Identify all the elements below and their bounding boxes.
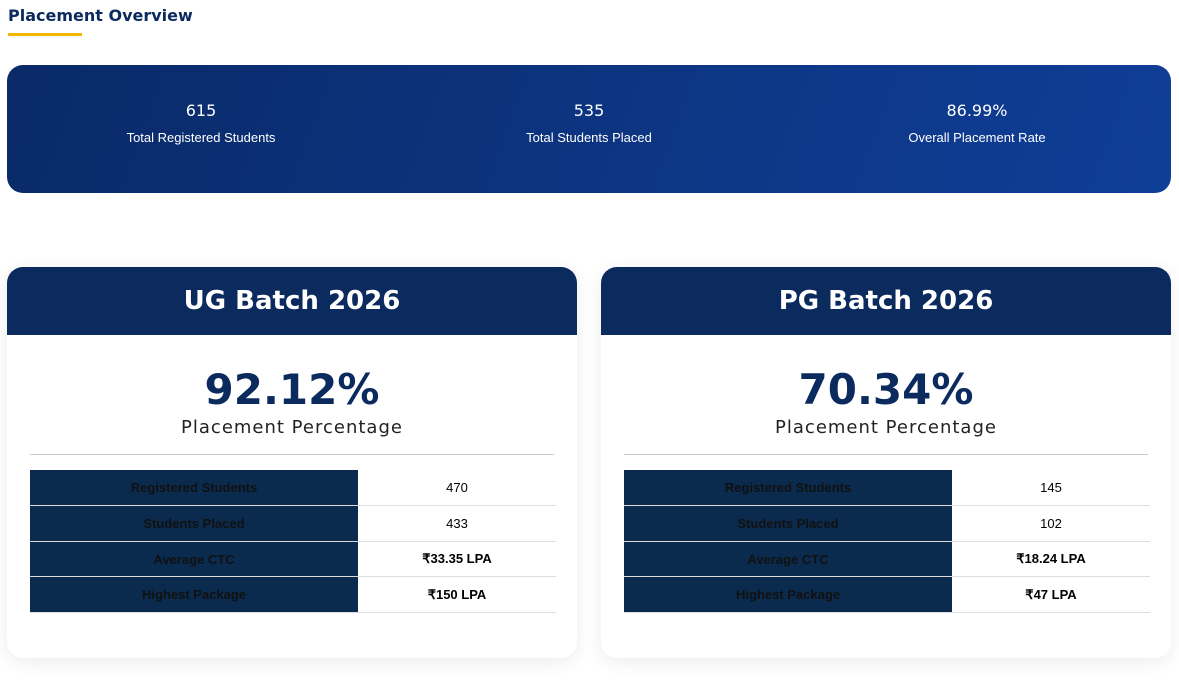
row-label: Registered Students xyxy=(624,470,952,507)
summary-banner: 615 Total Registered Students 535 Total St… xyxy=(7,65,1171,193)
percentage-label: Placement Percentage xyxy=(181,417,403,439)
title-underline xyxy=(8,33,82,36)
row-label: Average CTC xyxy=(624,541,952,578)
table-row: Average CTC ₹18.24 LPA xyxy=(624,541,1150,578)
table-row: Highest Package ₹150 LPA xyxy=(30,576,556,613)
summary-value: 86.99% xyxy=(946,101,1008,120)
percentage-label: Placement Percentage xyxy=(775,417,997,439)
placement-percentage: 70.34% xyxy=(798,365,974,414)
table-body: Registered Students 470 Students Placed 433… xyxy=(30,470,556,613)
batch-title: PG Batch 2026 xyxy=(601,267,1171,335)
row-value: ₹18.24 LPA xyxy=(952,541,1150,578)
summary-value: 615 xyxy=(185,101,217,120)
table-row: Highest Package ₹47 LPA xyxy=(624,576,1150,613)
row-value: ₹47 LPA xyxy=(952,576,1150,613)
row-value: 433 xyxy=(358,505,556,542)
placement-percentage: 92.12% xyxy=(204,365,380,414)
summary-label: Total Students Placed xyxy=(526,130,652,145)
batch-card: UG Batch 2026 92.12% Placement Percentage R… xyxy=(7,267,577,658)
row-label: Registered Students xyxy=(30,470,358,507)
row-value: 102 xyxy=(952,505,1150,542)
batch-title: UG Batch 2026 xyxy=(7,267,577,335)
table-row: Average CTC ₹33.35 LPA xyxy=(30,541,556,578)
row-label: Average CTC xyxy=(30,541,358,578)
page-title: Placement Overview xyxy=(8,6,193,25)
summary-value: 535 xyxy=(573,101,605,120)
table-row: Students Placed 433 xyxy=(30,505,556,542)
table-row: Students Placed 102 xyxy=(624,505,1150,542)
table-body: Registered Students 145 Students Placed 102… xyxy=(624,470,1150,613)
row-label: Highest Package xyxy=(624,576,952,613)
batch-table: Registered Students 470 Students Placed 433… xyxy=(30,470,556,613)
summary-item: 86.99% Overall Placement Rate xyxy=(783,65,1171,193)
divider xyxy=(30,454,554,456)
row-value: ₹33.35 LPA xyxy=(358,541,556,578)
batch-table: Registered Students 145 Students Placed 102… xyxy=(624,470,1150,613)
summary-item: 615 Total Registered Students xyxy=(7,65,395,193)
summary-label: Total Registered Students xyxy=(126,130,276,145)
row-value: ₹150 LPA xyxy=(358,576,556,613)
table-row: Registered Students 145 xyxy=(624,470,1150,507)
divider xyxy=(624,454,1148,456)
row-label: Students Placed xyxy=(624,505,952,542)
batch-card: PG Batch 2026 70.34% Placement Percentage R… xyxy=(601,267,1171,658)
table-row: Registered Students 470 xyxy=(30,470,556,507)
row-label: Students Placed xyxy=(30,505,358,542)
summary-item: 535 Total Students Placed xyxy=(395,65,783,193)
row-label: Highest Package xyxy=(30,576,358,613)
row-value: 145 xyxy=(952,470,1150,507)
row-value: 470 xyxy=(358,470,556,507)
summary-label: Overall Placement Rate xyxy=(908,130,1046,145)
